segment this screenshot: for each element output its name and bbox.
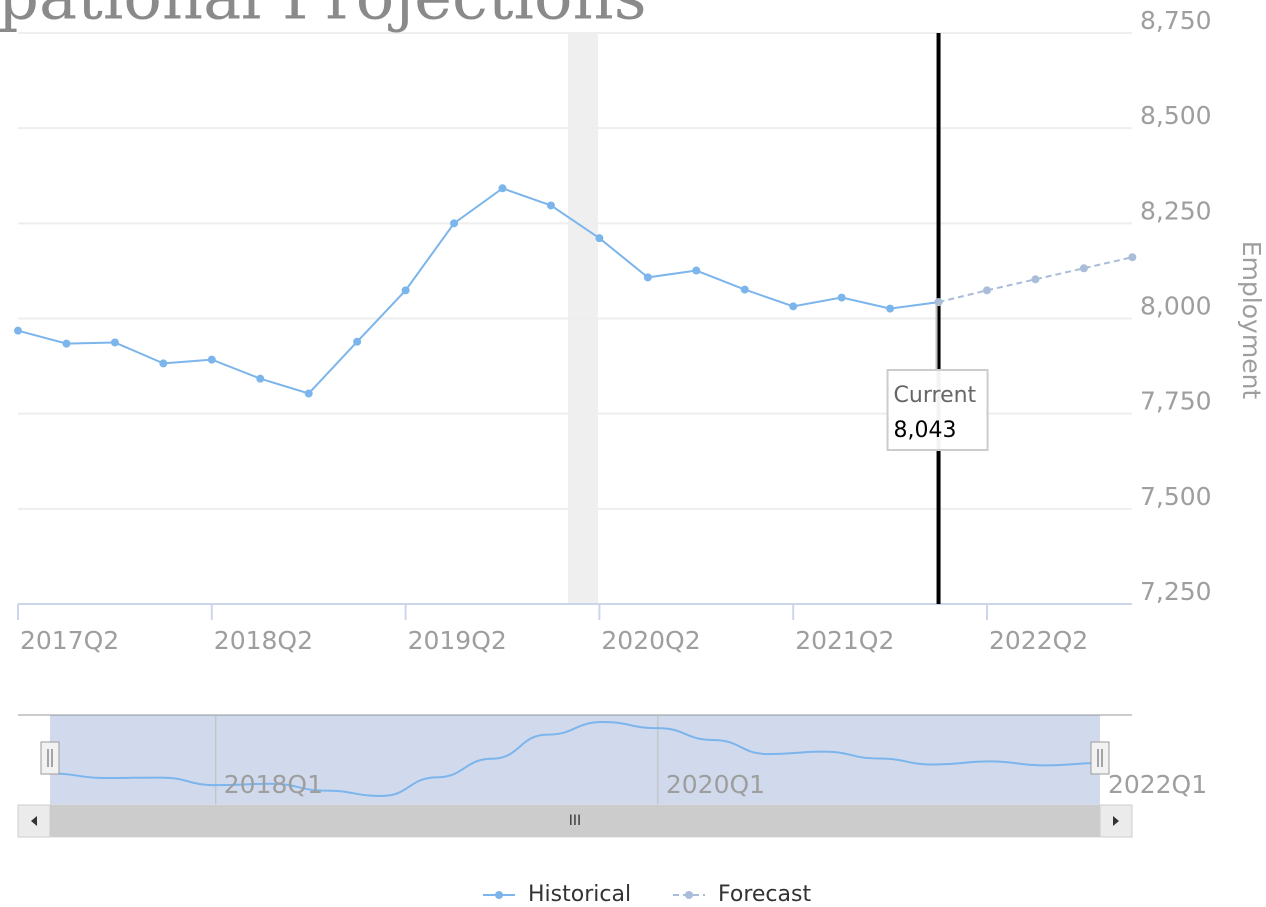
point — [983, 286, 991, 295]
point — [595, 234, 604, 243]
scrollbar-thumb[interactable] — [50, 805, 1100, 837]
point — [353, 337, 362, 346]
point — [1079, 264, 1088, 273]
point — [110, 338, 119, 347]
point — [14, 326, 22, 335]
point — [159, 359, 168, 368]
x-tick-label: 2017Q2 — [20, 626, 119, 655]
point — [740, 285, 749, 294]
x-tick-label: 2020Q2 — [601, 626, 700, 655]
point — [692, 266, 701, 275]
y-tick-label: 7,250 — [1140, 577, 1212, 606]
legend-marker — [495, 891, 503, 899]
tooltip-title: Current — [894, 383, 977, 408]
scroll-right[interactable] — [1099, 804, 1133, 838]
y-tick-label: 8,500 — [1140, 101, 1212, 130]
point — [401, 286, 410, 295]
point — [546, 201, 555, 210]
x-tick-label: 2022Q2 — [989, 626, 1088, 655]
arrow-left — [31, 816, 37, 826]
point — [1031, 275, 1040, 284]
point — [837, 293, 846, 302]
y-tick-label: 8,250 — [1140, 196, 1212, 225]
point — [62, 339, 71, 348]
point — [886, 304, 895, 313]
arrow-right — [1113, 816, 1119, 826]
navigator-mask — [50, 715, 1100, 805]
handle-left[interactable] — [40, 741, 60, 775]
x-tick-label: 2018Q2 — [214, 626, 313, 655]
chart-title: pational Projections — [0, 0, 647, 35]
navigator: 2018Q1 2020Q1 2022Q1 — [49, 715, 1207, 805]
point — [643, 273, 652, 282]
series-line — [17, 187, 939, 395]
tooltip-box — [886, 369, 989, 451]
scrollbar-grip: III — [569, 813, 581, 829]
legend-marker — [685, 891, 693, 899]
point — [304, 389, 313, 398]
tooltip-value: 8,043 — [894, 418, 957, 443]
y-tick-label: 8,000 — [1140, 292, 1212, 321]
x-tick-label: 2019Q2 — [408, 626, 507, 655]
legend-label: Historical — [528, 882, 631, 907]
point — [789, 302, 798, 311]
navigator-bg — [18, 715, 1132, 805]
y-axis-title: Employment — [1237, 241, 1266, 400]
navigator-label: 2022Q1 — [1108, 770, 1207, 799]
point — [207, 355, 216, 364]
navigator-label: 2018Q1 — [224, 770, 323, 799]
point — [498, 184, 507, 193]
x-tick-label: 2021Q2 — [795, 626, 894, 655]
point — [450, 219, 459, 228]
y-tick-label: 7,500 — [1140, 482, 1212, 511]
point — [1128, 253, 1137, 262]
series-line — [938, 256, 1133, 304]
handle-right[interactable] — [1090, 741, 1110, 775]
navigator-label: 2020Q1 — [666, 770, 765, 799]
y-tick-label: 8,750 — [1140, 6, 1212, 35]
navigator-line — [49, 720, 1100, 798]
point — [256, 374, 265, 383]
y-tick-label: 7,750 — [1140, 387, 1212, 416]
legend-label: Forecast — [718, 882, 811, 907]
